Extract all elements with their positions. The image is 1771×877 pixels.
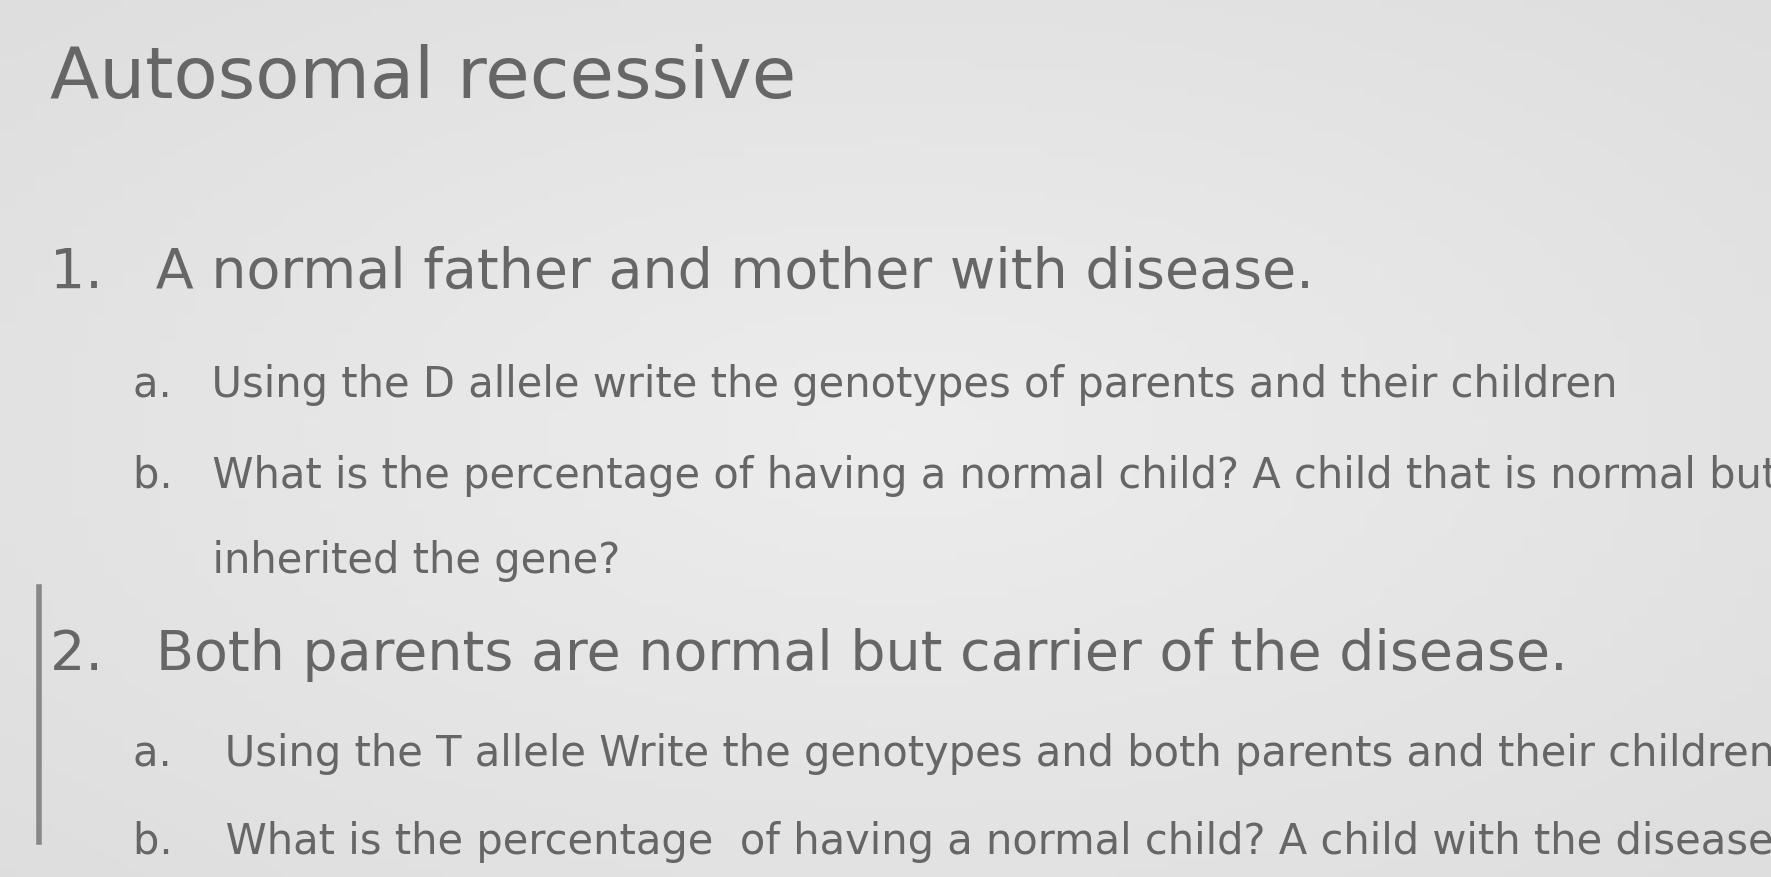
- Text: 2.   Both parents are normal but carrier of the disease.: 2. Both parents are normal but carrier o…: [50, 627, 1567, 681]
- Text: 1.   A normal father and mother with disease.: 1. A normal father and mother with disea…: [50, 246, 1314, 300]
- Text: a.    Using the T allele Write the genotypes and both parents and their children: a. Using the T allele Write the genotype…: [133, 732, 1771, 774]
- Text: inherited the gene?: inherited the gene?: [133, 539, 620, 581]
- Text: b.   What is the percentage of having a normal child? A child that is normal but: b. What is the percentage of having a no…: [133, 454, 1771, 496]
- Text: Autosomal recessive: Autosomal recessive: [50, 44, 795, 113]
- Text: b.    What is the percentage  of having a normal child? A child with the disease: b. What is the percentage of having a no…: [133, 820, 1771, 862]
- Text: a.   Using the D allele write the genotypes of parents and their children: a. Using the D allele write the genotype…: [133, 364, 1617, 406]
